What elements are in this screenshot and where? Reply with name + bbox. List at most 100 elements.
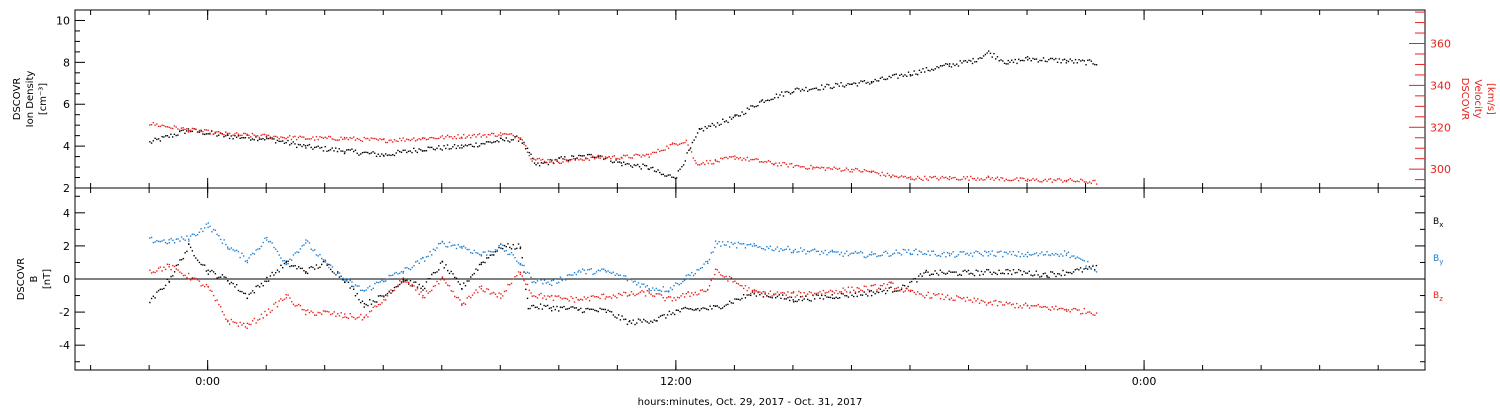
series-point-by [781, 249, 784, 252]
series-point-top-1 [560, 162, 562, 164]
series-point-top-0 [1074, 58, 1077, 61]
series-point-top-0 [845, 84, 847, 87]
series-point-top-0 [544, 161, 546, 164]
series-point-top-0 [883, 78, 885, 81]
series-point-top-0 [773, 97, 776, 99]
series-point-top-1 [1081, 179, 1084, 181]
series-point-bx [833, 297, 836, 300]
series-point-top-1 [585, 158, 587, 160]
series-point-top-0 [888, 75, 890, 78]
series-point-bx [753, 293, 755, 295]
series-point-by [671, 288, 673, 291]
series-point-bx [702, 307, 704, 309]
series-point-bx [721, 307, 724, 309]
series-point-bz [566, 298, 569, 300]
series-point-top-0 [542, 162, 544, 164]
series-point-bx [531, 305, 533, 307]
series-point-top-1 [853, 169, 855, 171]
series-point-by [707, 262, 709, 264]
series-point-bx [416, 286, 419, 288]
series-point-by [619, 274, 622, 276]
series-point-bz [549, 296, 551, 298]
series-point-by [448, 241, 451, 244]
series-point-top-0 [718, 124, 720, 126]
series-point-bz [191, 277, 194, 279]
series-point-bx [276, 269, 279, 271]
series-point-bz [427, 292, 429, 294]
series-point-bz [402, 277, 404, 279]
series-point-by [601, 268, 603, 270]
series-point-top-0 [879, 77, 882, 80]
series-point-bx [1021, 274, 1023, 276]
series-point-top-1 [689, 148, 691, 151]
series-point-by [599, 270, 601, 272]
series-point-bz [246, 327, 248, 329]
series-point-bz [173, 265, 176, 268]
series-point-top-1 [783, 162, 786, 164]
series-point-top-1 [952, 176, 954, 179]
series-point-bx [211, 269, 213, 272]
series-point-by [728, 246, 731, 248]
series-point-bz [393, 289, 396, 292]
series-point-by [961, 251, 963, 253]
series-point-by [510, 251, 513, 254]
series-point-bx [585, 308, 587, 310]
series-point-bz [1028, 307, 1031, 309]
series-point-top-1 [895, 175, 898, 178]
series-point-by [909, 253, 912, 256]
series-point-bx [872, 291, 875, 293]
series-point-bz [422, 296, 424, 299]
series-point-top-0 [689, 147, 692, 149]
series-point-bz [368, 310, 371, 313]
series-point-by [963, 251, 965, 253]
series-point-bx [801, 299, 804, 302]
series-point-bz [329, 313, 332, 316]
series-point-by [482, 251, 484, 253]
series-point-bx [953, 271, 956, 273]
series-point-by [872, 253, 875, 255]
series-point-top-0 [918, 69, 921, 72]
series-point-top-1 [491, 132, 493, 135]
series-point-top-1 [340, 136, 342, 138]
series-point-top-1 [685, 139, 688, 142]
series-point-top-1 [186, 128, 188, 130]
series-point-bz [493, 291, 495, 294]
legend-bz: Bz [1433, 291, 1443, 303]
series-point-bx [381, 295, 383, 297]
series-point-top-1 [1026, 180, 1029, 182]
series-point-by [161, 240, 163, 242]
series-point-top-1 [301, 136, 303, 138]
series-point-bx [734, 298, 736, 300]
series-point-bx [689, 308, 692, 310]
series-point-top-0 [234, 135, 236, 137]
series-point-top-1 [964, 178, 967, 180]
series-point-top-0 [1076, 62, 1078, 64]
series-point-top-1 [283, 137, 286, 139]
series-point-by [461, 247, 463, 249]
series-point-bz [159, 266, 162, 268]
series-point-bz [250, 323, 252, 326]
series-point-by [459, 246, 461, 248]
series-point-top-1 [324, 136, 326, 139]
series-point-bx [653, 319, 656, 321]
series-point-top-0 [1078, 58, 1080, 61]
series-point-top-1 [812, 166, 814, 168]
series-point-bz [821, 293, 823, 295]
series-point-by [1037, 254, 1039, 257]
series-point-top-1 [678, 143, 681, 145]
series-point-by [888, 255, 890, 257]
series-point-top-1 [516, 135, 518, 137]
series-point-top-0 [938, 66, 940, 69]
series-point-by [705, 260, 707, 263]
series-point-top-0 [418, 148, 420, 150]
series-point-by [494, 249, 497, 251]
series-point-bx [505, 246, 507, 248]
series-point-top-1 [851, 171, 853, 173]
series-point-bx [363, 306, 365, 308]
series-point-bz [1071, 308, 1073, 311]
series-point-bx [666, 314, 669, 316]
series-point-by [1000, 250, 1002, 252]
series-point-bz [381, 302, 383, 304]
series-point-top-1 [1019, 177, 1022, 179]
series-point-bx [358, 298, 360, 301]
